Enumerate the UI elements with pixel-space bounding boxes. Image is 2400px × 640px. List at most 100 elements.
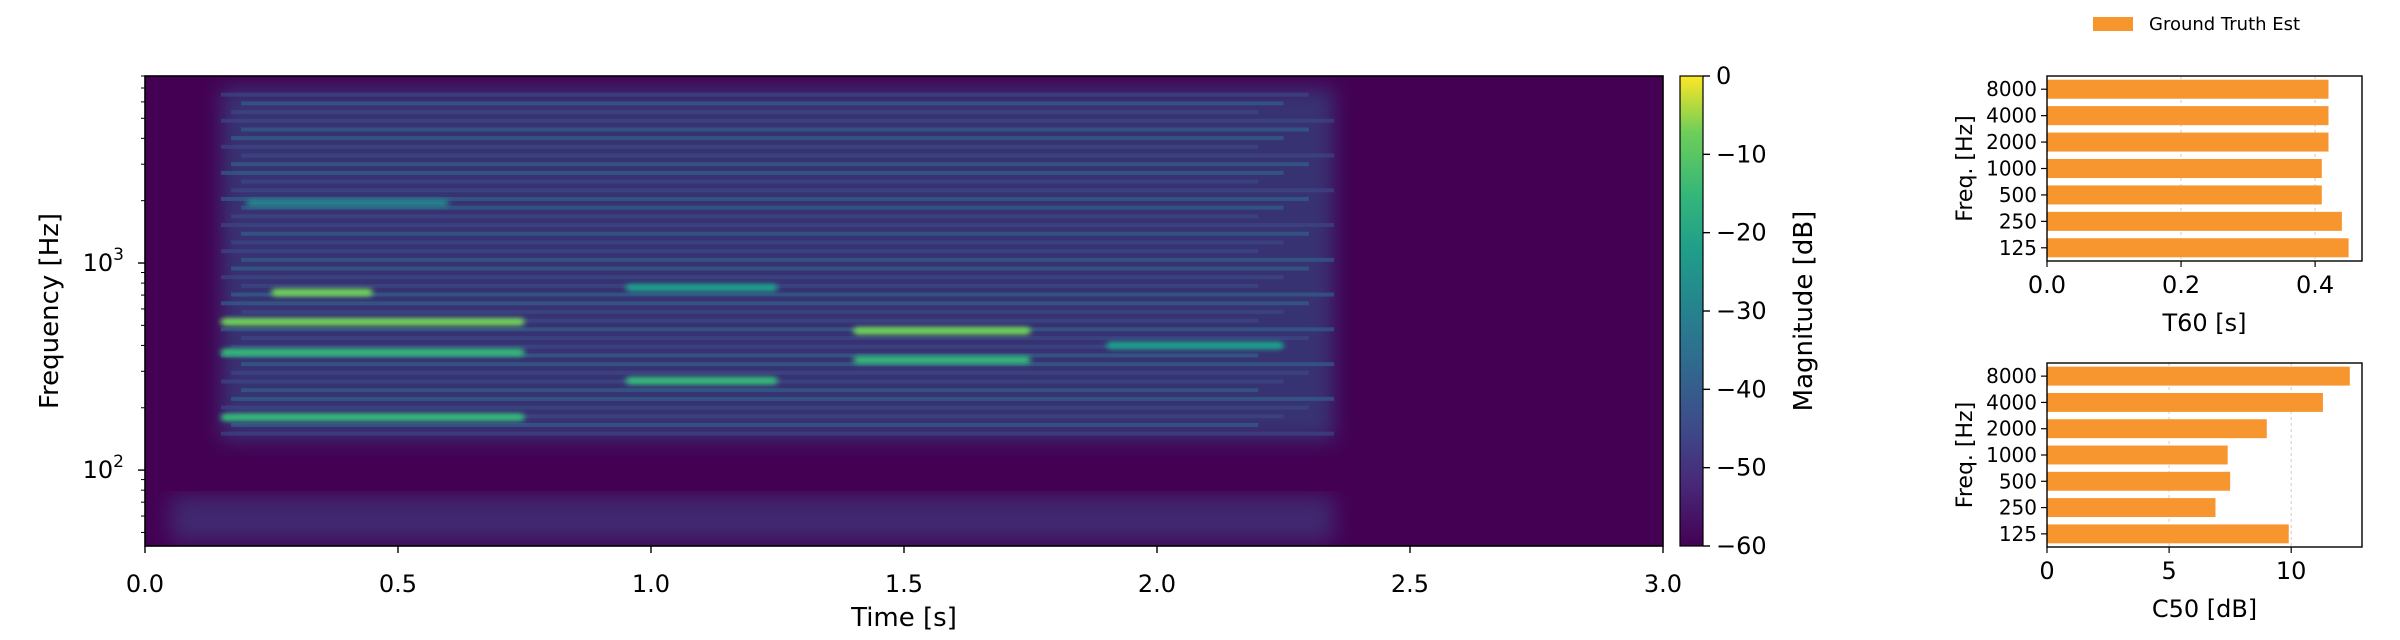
harmonic-band — [220, 317, 525, 326]
y-tick-label: 2000 — [1986, 417, 2037, 441]
colorbar-tick-label: −40 — [1716, 375, 1767, 403]
spectral-band — [241, 205, 1284, 210]
colorbar-tick-label: −60 — [1716, 532, 1767, 560]
spectral-band — [231, 370, 1309, 375]
harmonic-band — [853, 356, 1031, 365]
x-tick-label: 0.0 — [2028, 271, 2066, 299]
y-axis-label: Freq. [Hz] — [1953, 115, 1978, 221]
bar-4000 — [2047, 392, 2323, 412]
y-tick-label: 8000 — [1986, 364, 2037, 388]
spectral-band — [231, 266, 1309, 271]
colorbar-gradient — [1679, 75, 1704, 547]
y-tick-label: 1000 — [1986, 443, 2037, 467]
colorbar-tick-label: −20 — [1716, 219, 1767, 247]
x-tick-label: 0.4 — [2296, 271, 2334, 299]
spectral-band — [241, 336, 1309, 341]
x-tick-label: 5 — [2161, 557, 2176, 585]
spectral-band — [220, 196, 1309, 201]
bar-2000 — [2047, 419, 2267, 439]
spectral-band — [220, 144, 1259, 149]
harmonic-band — [220, 413, 525, 422]
y-axis-label: Freq. [Hz] — [1953, 402, 1978, 508]
bar-8000 — [2047, 366, 2350, 386]
spectrogram-x-axis: 0.0 0.5 1.0 1.5 2.0 2.5 3.0 — [126, 546, 1682, 598]
spectral-band — [241, 127, 1309, 132]
x-tick-label: 0 — [2039, 557, 2054, 585]
spectrogram-y-axis: 102 103 — [83, 75, 145, 533]
bar-250 — [2047, 498, 2216, 518]
bar-500 — [2047, 471, 2231, 491]
spectral-band — [231, 136, 1284, 141]
spectrogram-image — [170, 88, 1335, 542]
y-tick-label: 1000 — [1986, 157, 2037, 181]
spectral-band — [231, 318, 1259, 323]
axes-frame — [2046, 75, 2363, 262]
spectral-band — [241, 231, 1309, 236]
x-tick-label: 2.0 — [1138, 570, 1176, 598]
x-tick-label: 10 — [2276, 557, 2307, 585]
bar-4000 — [2047, 106, 2329, 126]
spectral-band — [220, 118, 1335, 123]
colorbar-tick-label: −10 — [1716, 140, 1767, 168]
harmonic-band — [625, 376, 778, 385]
spectrogram-y-label: Frequency [Hz] — [35, 213, 65, 409]
spectral-band — [231, 422, 1259, 427]
spectral-band — [220, 223, 1335, 228]
spectral-band — [241, 414, 1284, 419]
spectral-band — [220, 92, 1309, 97]
y-tick-label: 4000 — [1986, 104, 2037, 128]
spectral-band — [220, 301, 1309, 306]
y-tick-label: 500 — [1999, 183, 2037, 207]
spectral-band — [220, 353, 1259, 358]
x-tick-label: 0.0 — [126, 570, 164, 598]
y-tick-label: 103 — [83, 245, 124, 277]
bar-125 — [2047, 524, 2289, 544]
bar-125 — [2047, 238, 2349, 258]
spectral-band — [241, 101, 1284, 106]
colorbar-tick-label: 0 — [1716, 62, 1731, 90]
x-tick-label: 1.5 — [885, 570, 923, 598]
harmonic-band — [246, 198, 449, 207]
spectral-band — [220, 249, 1259, 254]
spectral-band — [231, 188, 1335, 193]
bar-2000 — [2047, 132, 2329, 152]
spectral-band — [241, 309, 1284, 314]
y-tick-label: 102 — [83, 452, 124, 484]
y-tick-label: 4000 — [1986, 390, 2037, 414]
spectral-band — [231, 110, 1259, 115]
x-tick-label: 0.5 — [379, 570, 417, 598]
spectral-band — [241, 388, 1259, 393]
spectral-band — [241, 362, 1335, 367]
y-tick-label: 500 — [1999, 469, 2037, 493]
bar-250 — [2047, 211, 2342, 231]
colorbar: 0 −10 −20 −30 −40 −50 −60 Magnitude [dB] — [1679, 62, 1819, 560]
colorbar-tick-label: −50 — [1716, 454, 1767, 482]
y-tick-label: 250 — [1999, 209, 2037, 233]
x-tick-label: 2.5 — [1391, 570, 1429, 598]
bar-500 — [2047, 185, 2322, 205]
x-tick-label: 3.0 — [1644, 570, 1682, 598]
spectral-band — [241, 179, 1259, 184]
spectral-band — [220, 405, 1309, 410]
spectrogram-panel: 0.0 0.5 1.0 1.5 2.0 2.5 3.0 102 103 Time [s] Fr… — [35, 75, 1682, 633]
y-tick-label: 125 — [1999, 522, 2037, 546]
bar-1000 — [2047, 445, 2228, 465]
spectral-band — [231, 240, 1284, 245]
bar-8000 — [2047, 79, 2329, 99]
spectral-band — [231, 292, 1335, 297]
x-axis-label: T60 [s] — [2161, 309, 2246, 337]
spectral-band — [231, 162, 1309, 167]
x-tick-label: 0.2 — [2162, 271, 2200, 299]
harmonic-band — [853, 326, 1031, 335]
x-axis-label: C50 [dB] — [2152, 595, 2257, 623]
y-tick-label: 250 — [1999, 496, 2037, 520]
spectral-band — [231, 344, 1284, 349]
harmonic-band — [1106, 341, 1284, 350]
spectral-band — [220, 327, 1335, 332]
low-frequency-noise — [170, 495, 1335, 542]
spectral-band — [220, 431, 1335, 436]
colorbar-tick-label: −30 — [1716, 297, 1767, 325]
